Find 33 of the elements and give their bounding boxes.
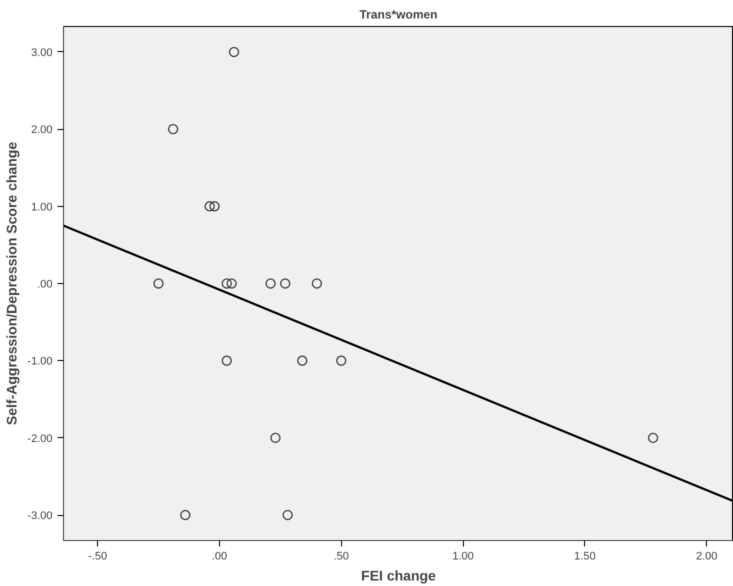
point [336, 356, 346, 366]
y-axis-title: Self-Aggression/Depression Score change [3, 142, 20, 426]
x-tick-label: -.50 [88, 550, 108, 562]
y-tick-label: -3.00 [27, 510, 53, 522]
point [228, 46, 240, 58]
point [168, 124, 178, 134]
point [280, 278, 290, 289]
point [270, 432, 281, 443]
x-tick-label: .00 [212, 550, 228, 562]
y-tick-label: 2.00 [31, 124, 53, 136]
x-tick-label: 1.50 [574, 550, 596, 562]
point [153, 278, 164, 289]
y-tick-label: 1.00 [31, 201, 53, 214]
point [222, 278, 232, 289]
y-tick-label: -2.00 [27, 432, 53, 445]
x-tick-label: .50 [334, 550, 349, 562]
point [297, 356, 308, 366]
x-tick-label: 2.00 [696, 550, 718, 562]
x-axis-title: FEI change [361, 568, 436, 584]
point [226, 278, 237, 289]
point [265, 278, 276, 289]
point [204, 201, 215, 212]
y-tick-label: 3.00 [31, 46, 53, 59]
y-tick-label: -1.00 [27, 356, 53, 368]
point [222, 356, 232, 366]
point [209, 201, 220, 212]
point [282, 510, 293, 520]
chart-title: Trans*women [359, 8, 438, 22]
point [312, 278, 322, 289]
point [180, 510, 190, 520]
y-tick-label: .00 [37, 278, 53, 290]
x-tick-label: 1.00 [452, 550, 474, 562]
point [648, 432, 658, 443]
